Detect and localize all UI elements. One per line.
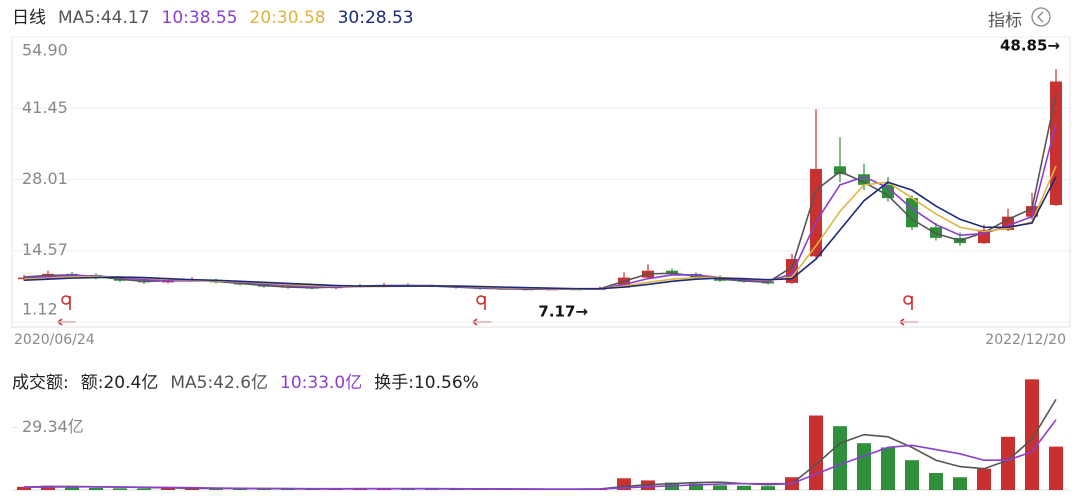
volume-bar (257, 488, 271, 490)
volume-bar (89, 487, 103, 490)
candle-body (882, 184, 894, 199)
candle-body (930, 227, 942, 238)
indicator-icon[interactable] (1031, 7, 1051, 27)
volume-bar (137, 488, 151, 490)
volume-bar (737, 485, 751, 490)
candle-body (906, 198, 918, 228)
volume-bar (185, 488, 199, 490)
volume-bar (41, 485, 55, 490)
chart-title: 日线 (12, 8, 46, 28)
volume-bar (233, 488, 247, 490)
chart-title: 成交额: (12, 373, 69, 393)
volume-bar (905, 460, 919, 490)
price-panel-frame (11, 36, 1071, 328)
volume-bar (113, 488, 127, 490)
ma-line (23, 123, 1057, 291)
high-annotation: 48.85→ (1000, 37, 1060, 55)
y-tick-label: 1.12 (22, 300, 58, 319)
volume-bar (761, 486, 775, 490)
ma-line (23, 176, 1057, 290)
legend-entry: 10:33.0亿 (280, 373, 363, 393)
y-tick-label: 29.34亿 (22, 417, 84, 436)
legend-entry: 10:38.55 (161, 8, 238, 28)
volume-bar (953, 477, 967, 490)
x-end-label: 2022/12/20 (985, 332, 1066, 348)
ma-line (23, 419, 1057, 490)
event-markers (57, 295, 918, 326)
stat: 额:20.4亿 (80, 373, 159, 393)
event-marker (472, 295, 491, 326)
volume-bar (929, 472, 943, 490)
volume-bar (1001, 436, 1015, 490)
candle-body (834, 166, 846, 175)
low-annotation: 7.17→ (538, 303, 588, 321)
price-legend: 日线 MA5:44.17 10:38.55 20:30.58 30:28.53 (12, 3, 426, 28)
volume-legend: 成交额: 额:20.4亿 MA5:42.6亿 10:33.0亿 换手:10.56% (12, 368, 491, 393)
volume-bar (881, 447, 895, 490)
volume-bar (1049, 446, 1063, 490)
volume-bar (209, 488, 223, 490)
volume-bar (689, 483, 703, 490)
volume-bar (17, 486, 31, 490)
volume-bar (713, 485, 727, 490)
candle-body (1026, 206, 1038, 217)
ma-line (23, 398, 1057, 490)
indicator-icon-arrow (1037, 11, 1044, 23)
legend-entry: 30:28.53 (337, 8, 414, 28)
y-tick-label: 28.01 (22, 169, 68, 188)
y-tick-label: 14.57 (22, 240, 68, 259)
volume-bar (161, 488, 175, 490)
candle-body (810, 168, 822, 257)
event-marker (899, 295, 918, 326)
legend-entry: MA5:44.17 (58, 8, 150, 28)
candle-body (666, 270, 678, 274)
legend-entry: 20:30.58 (249, 8, 326, 28)
volume-bar (617, 478, 631, 490)
legend-entry: MA5:42.6亿 (170, 373, 269, 393)
stat: 换手:10.56% (374, 373, 479, 393)
volume-bar (977, 468, 991, 490)
event-marker (57, 295, 76, 326)
y-tick-label: 41.45 (22, 98, 68, 117)
volume-bar (809, 415, 823, 490)
indicator-button[interactable]: 指标 (988, 11, 1022, 31)
candle-body (618, 277, 630, 288)
ma-line (23, 165, 1057, 291)
volume-bar (857, 443, 871, 490)
candle-body (858, 174, 870, 185)
y-tick-label: 54.90 (22, 41, 68, 60)
volume-bar (65, 486, 79, 490)
volume-bar (833, 426, 847, 490)
volume-bar (1025, 379, 1039, 490)
x-start-label: 2020/06/24 (14, 332, 95, 348)
